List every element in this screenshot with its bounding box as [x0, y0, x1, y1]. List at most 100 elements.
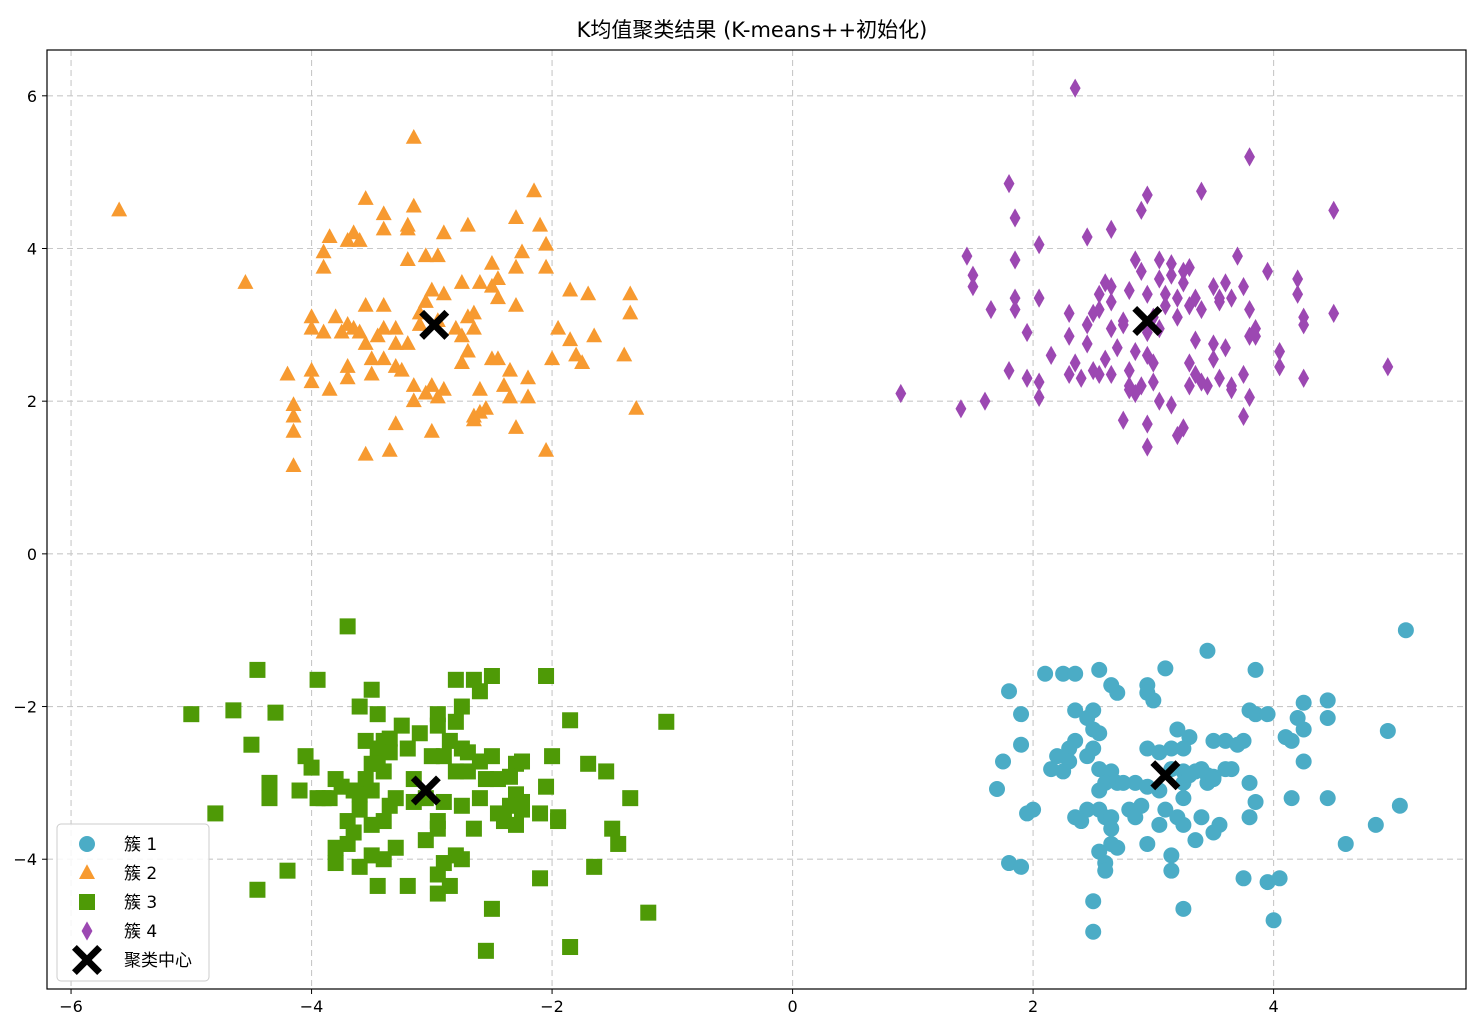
data-point: [477, 942, 494, 959]
data-point: [1093, 284, 1105, 304]
data-point: [471, 683, 488, 700]
data-point: [1033, 387, 1045, 407]
data-point: [995, 753, 1012, 770]
data-point: [1298, 368, 1310, 388]
data-point: [1189, 330, 1201, 350]
data-point: [1085, 923, 1102, 940]
data-point: [1214, 368, 1225, 388]
data-point: [1033, 288, 1045, 308]
data-point: [1063, 364, 1075, 385]
data-point: [1169, 721, 1186, 738]
data-point: [315, 258, 332, 274]
x-tick-label: −2: [540, 997, 564, 1016]
data-point: [429, 885, 446, 902]
data-point: [1037, 665, 1054, 682]
data-point: [507, 816, 524, 833]
data-point: [1183, 257, 1195, 278]
data-point: [1025, 801, 1042, 818]
data-point: [1123, 380, 1135, 400]
data-point: [339, 618, 356, 635]
data-point: [483, 254, 500, 270]
data-point: [369, 327, 386, 343]
data-point: [1379, 722, 1396, 739]
data-point: [417, 247, 434, 263]
data-point: [423, 377, 440, 392]
data-point: [111, 201, 128, 217]
data-point: [429, 820, 446, 837]
data-point: [435, 380, 452, 396]
data-point: [447, 713, 464, 730]
data-point: [1099, 349, 1111, 369]
data-point: [1328, 200, 1340, 220]
data-point: [1265, 912, 1282, 929]
data-point: [1232, 246, 1243, 266]
data-point: [375, 350, 392, 366]
data-point: [1391, 797, 1408, 814]
data-point: [1165, 254, 1177, 274]
data-point: [1171, 307, 1183, 327]
data-point: [249, 881, 266, 898]
data-point: [1193, 809, 1210, 826]
x-tick-label: −6: [59, 997, 83, 1016]
data-point: [507, 209, 524, 224]
data-point: [399, 877, 416, 894]
data-point: [309, 671, 326, 688]
data-point: [1093, 299, 1105, 320]
data-point: [1115, 774, 1132, 791]
data-point: [1177, 418, 1189, 438]
legend-marker: [81, 921, 93, 941]
data-point: [303, 308, 320, 324]
data-point: [1238, 277, 1249, 297]
data-point: [622, 790, 639, 807]
data-point: [895, 383, 907, 404]
data-point: [405, 392, 422, 408]
data-point: [1013, 858, 1030, 875]
data-point: [441, 877, 458, 894]
data-point: [1229, 736, 1246, 753]
data-point: [1181, 767, 1198, 784]
data-point: [622, 285, 639, 301]
data-point: [1208, 334, 1219, 354]
data-point: [459, 744, 476, 761]
legend: 簇 1 簇 2 簇 3 簇 4 聚类中心: [56, 823, 210, 982]
data-point: [1157, 801, 1174, 818]
data-point: [333, 778, 350, 795]
data-point: [1175, 740, 1192, 757]
data-point: [1159, 296, 1171, 316]
data-point: [1109, 684, 1126, 701]
data-point: [459, 763, 476, 780]
data-point: [315, 243, 332, 259]
data-point: [465, 304, 482, 320]
data-point: [369, 706, 386, 723]
data-point: [520, 388, 537, 404]
data-point: [375, 205, 392, 221]
data-point: [1067, 665, 1084, 682]
data-point: [580, 285, 597, 301]
data-point: [1135, 200, 1147, 220]
data-point: [1055, 665, 1072, 682]
data-point: [1033, 372, 1045, 392]
data-point: [1244, 387, 1255, 407]
data-point: [1183, 353, 1195, 373]
data-point: [423, 422, 440, 438]
data-point: [207, 805, 224, 822]
data-point: [1205, 771, 1222, 788]
data-point: [1105, 364, 1117, 385]
data-point: [1238, 406, 1249, 427]
data-point: [1283, 790, 1300, 807]
data-point: [375, 851, 392, 868]
data-point: [538, 668, 555, 684]
data-point: [550, 319, 567, 335]
data-point: [1319, 692, 1336, 709]
x-tick-label: 0: [787, 997, 797, 1016]
cluster-center-marker: [410, 775, 441, 806]
data-point: [501, 361, 518, 377]
data-point: [544, 748, 561, 765]
data-point: [568, 346, 585, 362]
data-point: [1135, 261, 1147, 281]
data-point: [453, 851, 470, 868]
y-tick-label: −2: [13, 698, 37, 717]
data-point: [483, 277, 500, 293]
data-point: [586, 858, 603, 875]
data-point: [520, 369, 537, 385]
